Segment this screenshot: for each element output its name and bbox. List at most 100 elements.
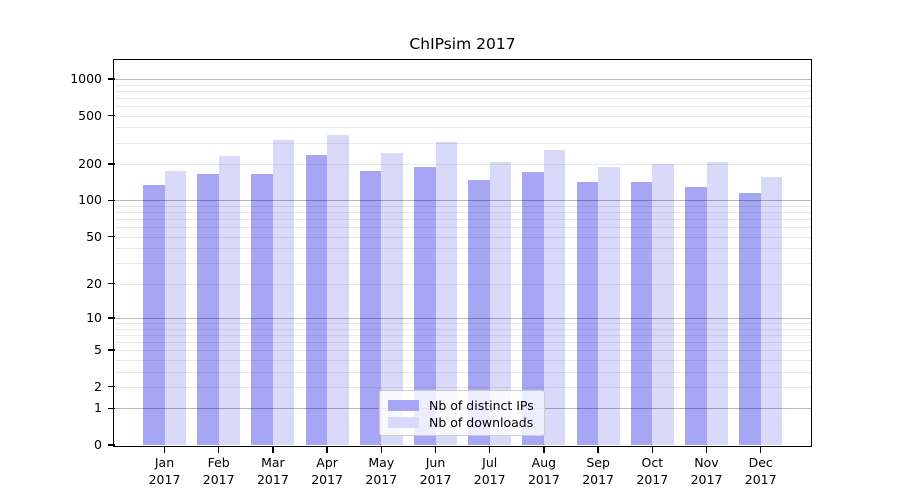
y-tick-1 (108, 407, 115, 409)
y-tick-label-1: 1 (94, 400, 102, 416)
legend-label-downloads: Nb of downloads (429, 415, 534, 430)
x-tick-label-jan: Jan 2017 (133, 455, 197, 488)
gridline-4 (114, 359, 811, 361)
bar-oct-downloads (652, 164, 674, 445)
x-tick-label-apr: Apr 2017 (295, 455, 359, 488)
x-tick-label-year: 2017 (148, 471, 181, 487)
bar-apr-distinct-ips (305, 154, 328, 445)
y-tick-label-500: 500 (78, 107, 102, 123)
gridline-1000 (114, 78, 811, 80)
legend: Nb of distinct IPs Nb of downloads (379, 390, 545, 436)
gridline-8 (114, 328, 811, 330)
bar-aug-distinct-ips (522, 171, 544, 445)
gridline-50 (114, 236, 811, 238)
y-tick-200 (108, 163, 115, 165)
gridline-3 (114, 371, 811, 373)
bar-jul-downloads (489, 161, 512, 445)
x-tick-label-month: Nov (694, 455, 719, 470)
x-tick-label-month: Aug (531, 455, 557, 470)
y-tick-50 (108, 236, 115, 238)
x-tick-label-mar: Mar 2017 (241, 455, 305, 488)
legend-swatch-downloads (388, 417, 419, 428)
gridline-100 (114, 200, 811, 202)
x-tick-label-year: 2017 (636, 471, 669, 487)
bar-nov-distinct-ips (685, 187, 707, 445)
x-tick-label-sep: Sep 2017 (566, 455, 630, 488)
bar-sep-distinct-ips (576, 182, 599, 445)
gridline-300 (114, 142, 811, 144)
x-tick-label-year: 2017 (527, 471, 560, 487)
gridline-40 (114, 248, 811, 250)
x-tick-label-month: Jan (154, 455, 175, 470)
gridline-90 (114, 205, 811, 207)
x-tick-label-dec: Dec 2017 (729, 455, 793, 488)
x-tick-label-month: Feb (207, 455, 230, 470)
x-tick-label-oct: Oct 2017 (620, 455, 684, 488)
x-tick-nov (705, 446, 708, 453)
x-tick-oct (651, 446, 653, 453)
x-tick-label-jul: Jul 2017 (458, 455, 522, 488)
x-tick-aug (543, 446, 545, 453)
x-tick-mar (272, 446, 274, 453)
gridline-80 (114, 212, 811, 214)
x-tick-label-year: 2017 (365, 471, 398, 487)
y-tick-20 (108, 283, 115, 285)
y-tick-0 (108, 444, 115, 446)
gridline-10 (114, 317, 811, 319)
y-tick-100 (108, 199, 115, 202)
bar-may-downloads (381, 153, 403, 445)
x-tick-label-may: May 2017 (349, 455, 413, 488)
x-tick-label-year: 2017 (256, 471, 289, 487)
y-tick-2 (108, 386, 115, 388)
gridline-7 (114, 334, 811, 336)
x-tick-label-month: Mar (261, 455, 285, 470)
bar-mar-downloads (272, 140, 295, 445)
x-tick-jul (489, 446, 491, 453)
y-tick-5 (108, 349, 115, 351)
x-tick-label-year: 2017 (202, 471, 235, 487)
gridline-600 (114, 105, 811, 107)
gridline-800 (114, 90, 811, 92)
bar-nov-downloads (706, 161, 728, 445)
legend-swatch-distinct-ips (388, 400, 419, 411)
legend-item-distinct-ips: Nb of distinct IPs (388, 397, 536, 414)
bar-mar-distinct-ips (251, 173, 273, 445)
gridline-9 (114, 323, 811, 324)
x-tick-label-jun: Jun 2017 (404, 455, 468, 488)
bar-jan-downloads (164, 170, 186, 445)
bar-jul-distinct-ips (468, 179, 490, 445)
bar-jun-downloads (435, 141, 457, 445)
bar-apr-downloads (327, 134, 349, 445)
bar-feb-distinct-ips (197, 173, 219, 445)
x-tick-label-aug: Aug 2017 (512, 455, 576, 488)
x-tick-label-year: 2017 (419, 471, 452, 487)
y-tick-label-0: 0 (94, 437, 102, 452)
y-tick-label-20: 20 (86, 275, 102, 291)
x-tick-label-feb: Feb 2017 (187, 455, 251, 488)
bar-sep-downloads (598, 166, 620, 445)
x-tick-label-month: Sep (586, 455, 610, 470)
bar-dec-distinct-ips (739, 192, 761, 445)
y-tick-500 (108, 114, 115, 117)
y-tick-label-2: 2 (94, 378, 102, 394)
x-tick-label-month: May (368, 455, 395, 470)
x-tick-label-month: Oct (641, 455, 664, 470)
gridline-30 (114, 263, 811, 265)
gridline-700 (114, 97, 811, 99)
bar-jun-distinct-ips (414, 166, 436, 445)
gridline-900 (114, 84, 811, 86)
chart-title: ChIPsim 2017 (409, 35, 516, 53)
y-tick-label-50: 50 (86, 228, 102, 244)
y-tick-label-10: 10 (86, 309, 102, 325)
x-tick-label-month: Apr (316, 455, 338, 470)
gridline-6 (114, 341, 811, 343)
gridline-200 (114, 164, 811, 165)
x-tick-jun (434, 446, 437, 453)
gridline-5 (114, 350, 811, 352)
x-tick-dec (760, 446, 762, 453)
x-tick-label-nov: Nov 2017 (675, 455, 739, 488)
legend-item-downloads: Nb of downloads (388, 414, 536, 431)
x-tick-label-year: 2017 (311, 471, 343, 487)
gridline-60 (114, 227, 811, 229)
